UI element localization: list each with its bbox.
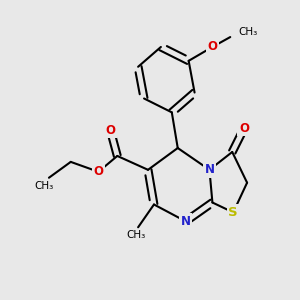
Text: N: N: [181, 215, 191, 228]
Text: O: O: [105, 124, 116, 137]
Text: O: O: [207, 40, 218, 53]
Text: CH₃: CH₃: [127, 230, 146, 240]
Text: O: O: [94, 165, 103, 178]
Text: O: O: [239, 122, 249, 135]
Text: CH₃: CH₃: [34, 181, 54, 191]
Text: S: S: [228, 206, 238, 219]
Text: CH₃: CH₃: [238, 27, 257, 37]
Text: N: N: [204, 163, 214, 176]
